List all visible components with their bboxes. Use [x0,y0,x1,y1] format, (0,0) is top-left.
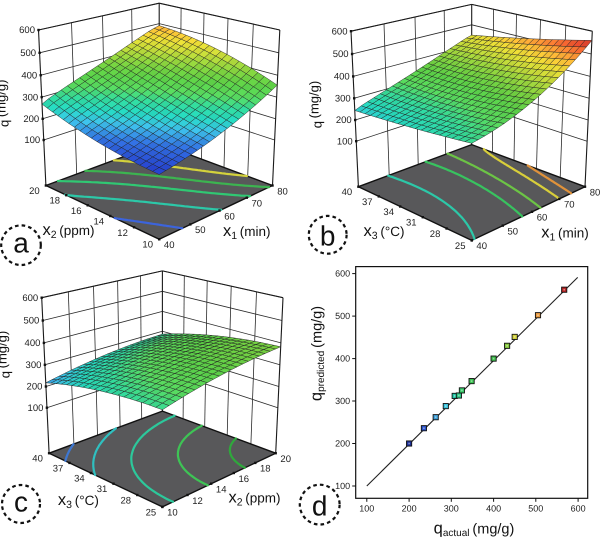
svg-text:70: 70 [252,199,263,210]
svg-text:28: 28 [430,229,441,240]
svg-text:500: 500 [23,316,39,327]
svg-text:q (mg/g): q (mg/g) [0,80,12,127]
svg-text:100: 100 [28,403,44,414]
svg-text:10: 10 [167,508,178,519]
svg-text:100: 100 [335,481,350,491]
svg-text:qactual (mg/g): qactual (mg/g) [434,520,515,539]
svg-text:100: 100 [337,136,353,147]
svg-text:37: 37 [53,463,64,474]
svg-text:600: 600 [335,269,350,279]
svg-text:60: 60 [537,213,548,224]
svg-text:300: 300 [22,92,38,103]
svg-text:70: 70 [564,200,575,211]
svg-text:300: 300 [26,360,42,371]
svg-text:50: 50 [508,226,519,237]
svg-text:x3 (°C): x3 (°C) [58,491,99,511]
svg-text:14: 14 [216,485,227,496]
svg-text:16: 16 [71,206,82,217]
svg-text:200: 200 [335,439,350,449]
svg-text:500: 500 [528,503,543,513]
svg-text:100: 100 [24,135,40,146]
svg-text:600: 600 [19,25,35,36]
svg-text:25: 25 [146,507,157,518]
svg-text:12: 12 [117,228,128,239]
svg-text:b: b [320,221,336,252]
svg-text:x1 (min): x1 (min) [541,224,589,244]
svg-text:200: 200 [336,115,352,126]
svg-text:400: 400 [335,354,350,364]
svg-text:300: 300 [335,396,350,406]
svg-text:q (mg/g): q (mg/g) [0,331,12,378]
svg-text:20: 20 [29,186,40,197]
svg-text:600: 600 [22,293,38,304]
svg-text:400: 400 [334,72,350,83]
svg-text:400: 400 [25,338,41,349]
svg-text:60: 60 [224,211,235,222]
svg-text:10: 10 [142,240,153,251]
svg-text:200: 200 [27,382,43,393]
svg-text:31: 31 [406,218,417,229]
svg-text:x1 (min): x1 (min) [223,222,271,242]
svg-text:500: 500 [20,48,36,59]
svg-text:400: 400 [21,70,37,81]
svg-text:31: 31 [97,484,108,495]
svg-text:25: 25 [455,241,466,252]
svg-text:600: 600 [571,503,586,513]
svg-text:40: 40 [476,241,487,252]
svg-text:x2 (ppm): x2 (ppm) [42,221,94,241]
svg-text:600: 600 [332,26,348,37]
svg-text:37: 37 [362,197,373,208]
svg-text:18: 18 [50,196,61,207]
svg-text:100: 100 [359,503,374,513]
svg-text:x3 (°C): x3 (°C) [364,222,405,242]
svg-text:50: 50 [195,225,206,236]
svg-text:a: a [13,228,29,259]
svg-text:40: 40 [32,454,43,465]
svg-text:200: 200 [402,503,417,513]
svg-text:80: 80 [590,188,600,199]
svg-text:q (mg/g): q (mg/g) [306,81,324,128]
svg-text:16: 16 [239,474,250,485]
svg-text:300: 300 [335,94,351,105]
svg-text:qpredicted (mg/g): qpredicted (mg/g) [308,306,328,401]
svg-text:300: 300 [444,503,459,513]
svg-text:40: 40 [342,187,353,198]
svg-text:34: 34 [74,474,85,485]
svg-text:80: 80 [277,186,288,197]
svg-text:18: 18 [260,464,271,475]
svg-text:500: 500 [333,49,349,60]
svg-text:200: 200 [23,114,39,125]
svg-text:14: 14 [94,217,105,228]
svg-text:20: 20 [280,454,291,465]
svg-text:400: 400 [486,503,501,513]
svg-text:28: 28 [121,496,132,507]
svg-text:40: 40 [164,240,175,251]
svg-text:34: 34 [383,207,394,218]
svg-text:500: 500 [335,311,350,321]
svg-text:12: 12 [192,496,203,507]
svg-text:d: d [312,490,328,521]
svg-text:x2 (ppm): x2 (ppm) [228,488,280,508]
svg-text:c: c [14,487,28,518]
